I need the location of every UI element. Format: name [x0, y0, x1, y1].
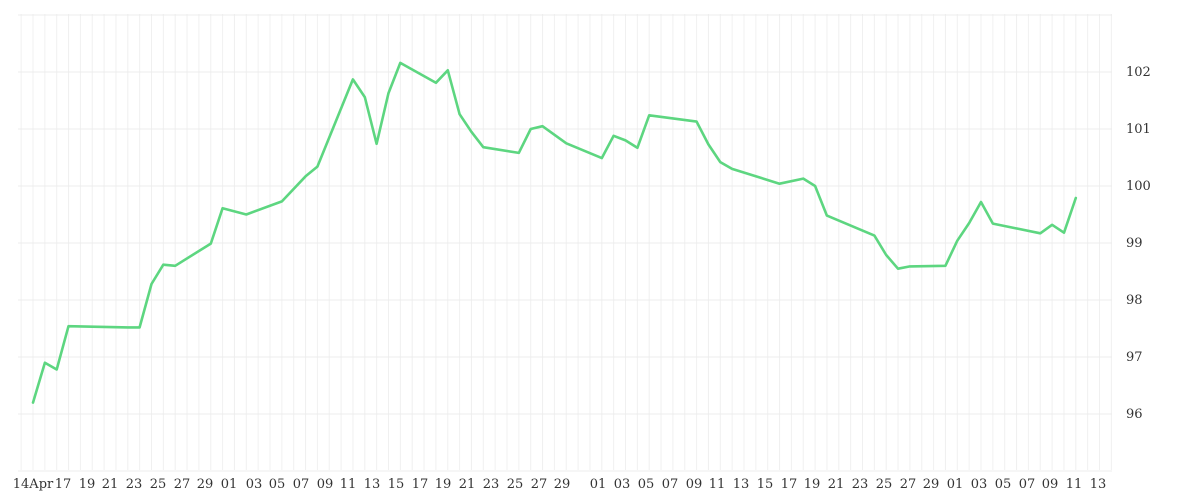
x-tick-label: 05 [638, 477, 655, 492]
y-tick-label: 102 [1126, 65, 1151, 80]
x-tick-label: 03 [971, 477, 988, 492]
x-tick-label: 07 [1019, 477, 1036, 492]
x-tick-label: 03 [246, 477, 263, 492]
x-tick-label: 21 [102, 477, 119, 492]
x-tick-label: 17 [412, 477, 429, 492]
x-axis-ticks: 14Apr 17 19 21 23 25 27 29 01 03 05 07 09 11 13 15 17 19 2… [13, 477, 1107, 492]
x-tick-label: 25 [876, 477, 893, 492]
grid [18, 14, 1112, 472]
x-tick-label: 14Apr [13, 477, 54, 492]
x-tick-label: 17 [55, 477, 72, 492]
y-tick-label: 97 [1126, 350, 1143, 365]
series-layer [31, 61, 1078, 404]
x-tick-label: 09 [686, 477, 703, 492]
x-tick-label: 19 [79, 477, 96, 492]
y-axis-ticks: 96 97 98 99 100 101 102 [1126, 65, 1151, 422]
x-tick-label: 19 [435, 477, 452, 492]
x-tick-label: 07 [662, 477, 679, 492]
x-tick-label: 27 [900, 477, 917, 492]
series-line [31, 61, 1078, 404]
x-tick-label: 23 [852, 477, 869, 492]
x-tick-label: 23 [126, 477, 143, 492]
x-tick-label: 09 [317, 477, 334, 492]
x-tick-label: 25 [507, 477, 524, 492]
x-tick-label: 01 [221, 477, 238, 492]
x-tick-label: 15 [757, 477, 774, 492]
x-tick-label: 21 [828, 477, 845, 492]
x-tick-label: 29 [923, 477, 940, 492]
x-tick-label: 13 [1090, 477, 1107, 492]
y-tick-label: 101 [1126, 122, 1151, 137]
x-tick-label: 01 [590, 477, 607, 492]
x-tick-label: 17 [781, 477, 798, 492]
x-tick-label: 27 [531, 477, 548, 492]
x-tick-label: 25 [150, 477, 167, 492]
y-tick-label: 98 [1126, 293, 1143, 308]
x-tick-label: 05 [269, 477, 286, 492]
y-tick-label: 96 [1126, 407, 1143, 422]
x-tick-label: 03 [614, 477, 631, 492]
x-tick-label: 11 [709, 477, 726, 492]
x-tick-label: 07 [293, 477, 310, 492]
y-tick-label: 99 [1126, 236, 1143, 251]
x-tick-label: 29 [197, 477, 214, 492]
x-tick-label: 11 [1066, 477, 1083, 492]
x-tick-label: 05 [995, 477, 1012, 492]
x-tick-label: 13 [733, 477, 750, 492]
y-tick-label: 100 [1126, 179, 1151, 194]
x-tick-label: 19 [804, 477, 821, 492]
x-tick-label: 27 [174, 477, 191, 492]
x-tick-label: 29 [554, 477, 571, 492]
x-tick-label: 13 [364, 477, 381, 492]
x-tick-label: 21 [459, 477, 476, 492]
x-tick-label: 23 [483, 477, 500, 492]
x-tick-label: 01 [947, 477, 964, 492]
x-tick-label: 09 [1042, 477, 1059, 492]
x-tick-label: 15 [388, 477, 405, 492]
x-tick-label: 11 [340, 477, 357, 492]
